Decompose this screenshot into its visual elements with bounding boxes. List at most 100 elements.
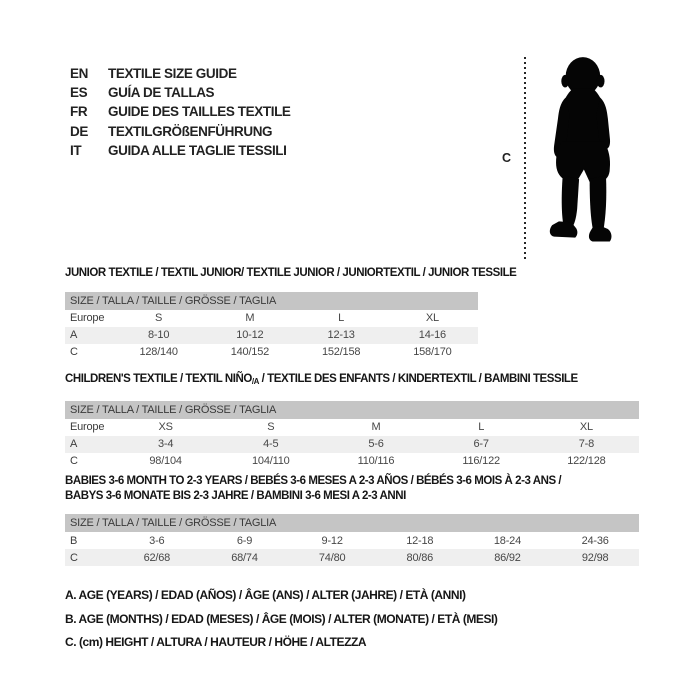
language-label: TEXTILGRÖßENFÜHRUNG [108,123,273,139]
title-text: BABIES 3-6 MONTH TO 2-3 YEARS / BEBÉS 3-… [65,475,562,487]
size-table-junior: SIZE / TALLA / TAILLE / GRÖSSE / TAGLIA E… [65,291,478,361]
table-cell: 5-6 [368,438,384,450]
size-header-row: SIZE / TALLA / TAILLE / GRÖSSE / TAGLIA [65,514,639,532]
language-row: DE TEXTILGRÖßENFÜHRUNG [70,122,291,141]
table-cell: 62/68 [143,551,171,564]
table-row: B 3-6 6-9 9-12 12-18 18-24 24-36 [65,532,639,549]
table-cell: 14-16 [418,329,446,341]
language-label: GUIDE DES TAILLES TEXTILE [108,104,291,120]
table-cell: 3-6 [149,534,165,547]
table-cell: S [155,312,163,324]
section-title-line: CHILDREN'S TEXTILE / TEXTIL NIÑO/A / TEX… [65,372,639,390]
language-row: EN TEXTILE SIZE GUIDE [70,64,291,83]
toddler-silhouette-icon [549,57,612,242]
table-cell: 10-12 [236,329,264,341]
table-cell: 6-7 [473,438,490,450]
section-children: CHILDREN'S TEXTILE / TEXTIL NIÑO/A / TEX… [65,372,639,470]
language-code: ES [70,85,88,101]
table-cell: 4-5 [263,438,279,450]
row-label: A [70,438,78,450]
table-cell: 74/80 [318,551,346,564]
table-row: Europe S M L XL [65,310,478,327]
note-line: C. (cm) HEIGHT / ALTURA / HAUTEUR / HÖHE… [65,635,367,649]
table-cell: XL [579,421,593,433]
table-cell: L [338,312,345,324]
note-line: B. AGE (MONTHS) / EDAD (MESES) / ÂGE (MO… [65,611,498,626]
table-cell: S [267,421,275,433]
table-cell: 8-10 [148,329,170,341]
table-cell: 122/128 [567,455,606,467]
row-label: C [70,346,78,358]
row-label: A [70,329,78,341]
title-text: /A [251,377,260,386]
row-label: Europe [70,312,105,324]
table-cell: 98/104 [149,455,182,467]
table-cell: 152/158 [321,346,361,358]
table-cell: 110/116 [357,455,395,467]
language-row: ES GUÍA DE TALLAS [70,83,291,102]
table-cell: 104/110 [252,455,290,467]
table-row: Europe XS S M L XL [65,419,639,436]
table-cell: 116/122 [462,455,500,467]
table-cell: 86/92 [494,551,521,564]
size-header-row: SIZE / TALLA / TAILLE / GRÖSSE / TAGLIA [65,291,478,310]
size-header-cell: SIZE / TALLA / TAILLE / GRÖSSE / TAGLIA [65,514,639,532]
title-text: CHILDREN'S TEXTILE / TEXTIL NIÑO [65,373,252,385]
section-junior: JUNIOR TEXTILE / TEXTIL JUNIOR/ TEXTILE … [65,266,517,361]
language-label: GUÍA DE TALLAS [108,85,215,101]
section-title-line: BABYS 3-6 MONATE BIS 2-3 JAHRE / BAMBINI… [65,489,639,504]
size-header-cell: SIZE / TALLA / TAILLE / GRÖSSE / TAGLIA [65,400,639,419]
row-label: C [70,455,78,467]
table-cell: XS [158,421,173,433]
height-measure-label: C [502,151,512,165]
language-row: FR GUIDE DES TAILLES TEXTILE [70,102,291,121]
size-table-babies: SIZE / TALLA / TAILLE / GRÖSSE / TAGLIA B… [65,514,639,566]
table-cell: M [371,421,381,433]
table-cell: 92/98 [581,551,609,564]
table-cell: 24-36 [581,534,609,547]
section-title-line: JUNIOR TEXTILE / TEXTIL JUNIOR/ TEXTILE … [65,266,517,281]
table-cell: 68/74 [231,551,258,564]
table-row: C 62/68 68/74 74/80 80/86 86/92 92/98 [65,549,639,566]
language-list: EN TEXTILE SIZE GUIDE ES GUÍA DE TALLAS FR GU… [70,64,291,160]
table-row: A 8-10 10-12 12-13 14-16 [65,326,478,344]
section-title-children: CHILDREN'S TEXTILE / TEXTIL NIÑO/A / TEX… [65,372,639,390]
table-cell: 12-18 [406,534,434,547]
table-row: C 128/140 140/152 152/158 158/170 [65,344,478,361]
table-row: C 98/104 104/110 110/116 116/122 122/128 [65,453,639,470]
note-line: A. AGE (YEARS) / EDAD (AÑOS) / ÂGE (ANS)… [65,588,466,602]
table-cell: 140/152 [230,346,270,358]
language-code: DE [70,123,88,139]
section-title-line: BABIES 3-6 MONTH TO 2-3 YEARS / BEBÉS 3-… [65,474,639,489]
height-figure: C [495,50,635,265]
size-table-children: SIZE / TALLA / TAILLE / GRÖSSE / TAGLIA E… [65,400,639,470]
row-label: C [70,551,78,564]
row-label: Europe [70,421,105,433]
row-label: B [70,534,78,547]
language-row: IT GUIDA ALLE TAGLIE TESSILI [70,141,291,160]
table-cell: 12-13 [327,329,355,341]
table-cell: 18-24 [493,534,522,547]
height-measure-dashed-line [524,57,526,259]
table-cell: 9-12 [321,534,343,547]
title-text: / TEXTILE DES ENFANTS / KINDERTEXTIL / B… [258,373,579,385]
table-cell: 6-9 [236,534,253,547]
table-cell: M [245,312,255,324]
language-code: IT [70,142,82,158]
size-header-row: SIZE / TALLA / TAILLE / GRÖSSE / TAGLIA [65,400,639,419]
title-text: BABYS 3-6 MONATE BIS 2-3 JAHRE / BAMBINI… [65,489,406,502]
size-header-cell: SIZE / TALLA / TAILLE / GRÖSSE / TAGLIA [65,291,478,310]
table-cell: XL [425,312,439,324]
table-cell: 158/170 [413,346,452,358]
section-babies: BABIES 3-6 MONTH TO 2-3 YEARS / BEBÉS 3-… [65,474,639,566]
title-text: JUNIOR TEXTILE / TEXTIL JUNIOR/ TEXTILE … [65,267,517,279]
language-label: GUIDA ALLE TAGLIE TESSILI [108,142,287,158]
notes-list: A. AGE (YEARS) / EDAD (AÑOS) / ÂGE (ANS)… [65,584,498,655]
language-code: FR [70,104,88,120]
table-row: A 3-4 4-5 5-6 6-7 7-8 [65,435,639,453]
section-title-junior: JUNIOR TEXTILE / TEXTIL JUNIOR/ TEXTILE … [65,266,517,281]
table-cell: 7-8 [578,438,595,450]
language-code: EN [70,66,88,81]
table-cell: L [478,421,485,433]
